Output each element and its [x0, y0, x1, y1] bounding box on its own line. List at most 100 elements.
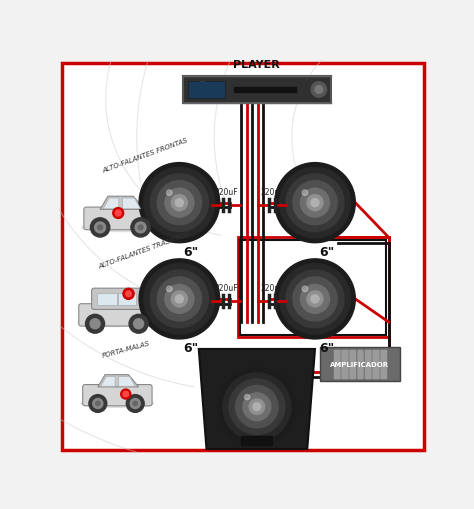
Bar	[241, 436, 273, 445]
Bar	[237, 238, 389, 338]
FancyBboxPatch shape	[91, 289, 144, 310]
Circle shape	[301, 285, 329, 314]
Text: 6": 6"	[319, 342, 334, 355]
Circle shape	[138, 225, 143, 231]
Circle shape	[175, 295, 183, 303]
Circle shape	[144, 168, 215, 238]
Ellipse shape	[82, 224, 161, 232]
Circle shape	[301, 189, 329, 218]
Bar	[118, 293, 137, 305]
Circle shape	[286, 175, 344, 232]
Circle shape	[98, 225, 102, 231]
Polygon shape	[103, 199, 119, 209]
Bar	[380, 351, 386, 379]
Circle shape	[135, 222, 146, 233]
Bar	[365, 351, 370, 379]
Circle shape	[218, 369, 296, 445]
Polygon shape	[100, 377, 115, 386]
Circle shape	[243, 393, 271, 421]
Bar	[97, 293, 117, 305]
Text: 6": 6"	[183, 245, 199, 259]
Circle shape	[311, 82, 327, 98]
FancyBboxPatch shape	[63, 64, 423, 450]
Circle shape	[253, 403, 261, 411]
Circle shape	[130, 399, 140, 409]
Circle shape	[134, 319, 144, 329]
Circle shape	[115, 211, 121, 216]
Bar	[357, 351, 363, 379]
Bar	[334, 351, 339, 379]
Circle shape	[157, 181, 201, 225]
Circle shape	[229, 379, 285, 435]
Bar	[234, 88, 296, 93]
Circle shape	[171, 195, 187, 211]
Ellipse shape	[78, 319, 156, 327]
Circle shape	[165, 189, 194, 218]
Bar	[381, 351, 385, 379]
Circle shape	[93, 399, 103, 409]
Circle shape	[150, 175, 209, 232]
Text: PORTA-MALAS: PORTA-MALAS	[102, 340, 151, 358]
Circle shape	[165, 285, 194, 314]
Text: 6": 6"	[319, 245, 334, 259]
Polygon shape	[98, 375, 138, 387]
Polygon shape	[100, 197, 144, 210]
Text: PLAYER: PLAYER	[234, 61, 280, 70]
Bar	[373, 351, 379, 379]
Circle shape	[275, 260, 356, 340]
Bar	[373, 351, 378, 379]
Circle shape	[280, 264, 350, 334]
Bar	[334, 351, 340, 379]
Circle shape	[123, 289, 134, 300]
Bar	[240, 240, 386, 335]
Polygon shape	[199, 349, 315, 449]
Circle shape	[307, 195, 323, 211]
Circle shape	[280, 168, 350, 238]
Text: 220uF: 220uF	[261, 187, 284, 196]
FancyBboxPatch shape	[79, 304, 156, 326]
Circle shape	[133, 402, 137, 406]
Text: 220uF: 220uF	[214, 187, 237, 196]
Text: 6": 6"	[183, 342, 199, 355]
Text: AMPLIFICADOR: AMPLIFICADOR	[330, 361, 390, 367]
Bar	[357, 351, 362, 379]
Circle shape	[129, 315, 148, 333]
Circle shape	[139, 260, 219, 340]
Circle shape	[171, 291, 187, 307]
Circle shape	[166, 190, 172, 196]
Circle shape	[223, 373, 291, 441]
Bar	[365, 351, 371, 379]
Circle shape	[286, 271, 344, 328]
Bar	[189, 82, 224, 98]
Bar	[342, 351, 347, 379]
Circle shape	[311, 295, 319, 303]
Circle shape	[195, 82, 210, 98]
Circle shape	[95, 222, 106, 233]
Polygon shape	[118, 377, 135, 386]
Circle shape	[126, 395, 144, 413]
Circle shape	[236, 386, 278, 428]
Text: 220uF: 220uF	[261, 284, 284, 292]
FancyBboxPatch shape	[82, 385, 152, 406]
Circle shape	[90, 319, 100, 329]
Circle shape	[175, 199, 183, 207]
Circle shape	[150, 271, 209, 328]
Text: ALTO-FALANTES FRONTAS: ALTO-FALANTES FRONTAS	[102, 137, 189, 174]
Circle shape	[315, 87, 323, 94]
Circle shape	[166, 287, 172, 292]
Circle shape	[91, 218, 110, 238]
Bar	[350, 351, 355, 379]
Text: 220uF: 220uF	[214, 284, 237, 292]
Circle shape	[113, 208, 124, 219]
Circle shape	[311, 199, 319, 207]
Circle shape	[139, 163, 219, 243]
FancyBboxPatch shape	[183, 76, 330, 104]
Circle shape	[96, 402, 100, 406]
Text: ALTO-FALANTES TRASEIROS: ALTO-FALANTES TRASEIROS	[98, 231, 192, 270]
Bar	[341, 351, 347, 379]
Circle shape	[144, 264, 215, 334]
Circle shape	[245, 394, 250, 400]
Circle shape	[275, 163, 356, 243]
Circle shape	[307, 291, 323, 307]
Circle shape	[126, 292, 131, 297]
